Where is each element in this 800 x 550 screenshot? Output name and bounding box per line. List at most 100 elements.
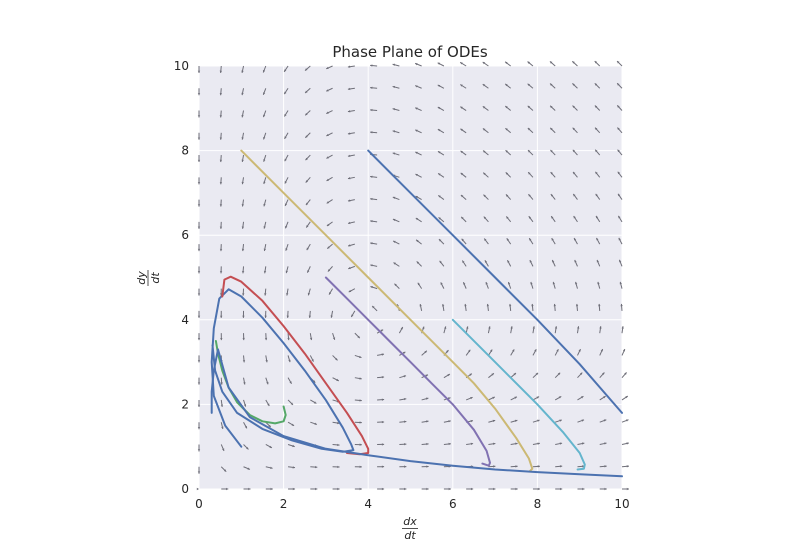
field-arrowhead [289, 381, 292, 384]
field-arrowhead [486, 303, 490, 307]
field-arrowhead [284, 69, 287, 72]
field-arrowhead [263, 270, 267, 274]
field-arrowhead [557, 372, 561, 376]
field-arrowhead [622, 349, 626, 352]
y-tick-label: 2 [181, 397, 189, 411]
field-arrowhead [505, 106, 508, 109]
field-arrowhead [512, 349, 515, 352]
field-arrowhead [284, 181, 287, 184]
field-arrowhead [482, 84, 486, 87]
field-arrowhead [315, 465, 318, 469]
field-arrowhead [219, 92, 223, 96]
field-arrowhead [359, 421, 362, 424]
field-arrowhead [513, 373, 516, 376]
field-arrowhead [370, 64, 373, 67]
field-arrowhead [483, 216, 487, 220]
field-arrowhead [242, 293, 245, 296]
field-arrowhead [505, 194, 509, 197]
field-arrowhead [416, 261, 420, 264]
field-arrowhead [483, 194, 486, 198]
x-axis-label-denominator: dt [404, 529, 416, 542]
field-arrowhead [604, 465, 607, 468]
field-arrowhead [370, 108, 373, 112]
field-arrowhead [393, 240, 396, 244]
field-arrowhead [617, 127, 620, 130]
field-arrowhead [529, 238, 532, 241]
field-arrowhead [424, 350, 427, 354]
field-arrowhead [602, 372, 605, 375]
field-arrowhead [483, 150, 486, 153]
field-arrowhead [393, 262, 396, 265]
field-arrowhead [527, 127, 531, 131]
field-arrowhead [415, 174, 418, 177]
field-arrowhead [337, 421, 340, 425]
field-arrowhead [263, 159, 266, 162]
y-tick-label: 10 [174, 59, 189, 73]
field-arrowhead [290, 402, 294, 405]
field-arrowhead [527, 150, 531, 153]
field-arrowhead [515, 442, 518, 445]
field-arrowhead [482, 128, 486, 131]
field-arrowhead [448, 442, 451, 446]
trajectory-line-1 [210, 288, 355, 453]
field-arrowhead [305, 202, 309, 206]
field-arrowhead [575, 281, 578, 285]
field-arrowhead [577, 326, 580, 329]
field-arrowhead [620, 303, 623, 307]
field-arrowhead [595, 127, 598, 131]
field-arrowhead [381, 420, 385, 424]
chart-title: Phase Plane of ODEs [332, 43, 488, 61]
field-arrowhead [347, 132, 351, 135]
field-arrowhead [438, 217, 441, 220]
field-arrowhead [197, 182, 201, 185]
field-arrowhead [197, 137, 201, 140]
field-arrowhead [550, 127, 553, 131]
field-arrowhead [263, 203, 266, 207]
field-arrowhead [370, 242, 373, 245]
field-arrowhead [404, 487, 407, 491]
field-arrowhead [220, 337, 223, 341]
field-arrowhead [460, 172, 464, 176]
field-arrowhead [505, 83, 508, 87]
y-axis-label-denominator: dt [149, 272, 162, 284]
field-arrowhead [305, 180, 309, 183]
field-arrowhead [626, 419, 629, 422]
field-arrowhead [448, 420, 451, 423]
field-arrowhead [595, 171, 598, 175]
field-arrowhead [264, 293, 267, 296]
field-arrowhead [243, 404, 247, 407]
field-arrowhead [219, 271, 223, 274]
field-arrowhead [550, 105, 553, 109]
field-arrowhead [493, 465, 496, 468]
field-arrowhead [305, 90, 308, 93]
field-arrowhead [426, 420, 429, 423]
field-arrowhead [263, 226, 266, 229]
field-arrowhead [506, 238, 509, 241]
field-arrowhead [493, 487, 496, 491]
field-arrowhead [197, 337, 201, 341]
field-arrowhead [197, 271, 201, 274]
field-arrowhead [574, 237, 577, 241]
field-arrowhead [359, 465, 362, 468]
field-arrowhead [466, 326, 469, 329]
field-arrowhead [581, 419, 585, 422]
field-arrowhead [332, 337, 336, 340]
x-tick-label: 4 [364, 497, 372, 511]
field-arrowhead [241, 137, 244, 140]
field-arrowhead [285, 225, 288, 229]
field-arrowhead [268, 424, 271, 428]
field-arrowhead [241, 226, 245, 229]
field-arrowhead [530, 281, 533, 285]
field-arrowhead [482, 62, 486, 65]
field-arrowhead [241, 271, 245, 274]
field-arrowhead [624, 372, 627, 375]
field-arrowhead [618, 237, 621, 241]
field-arrowhead [347, 87, 351, 91]
field-arrowhead [572, 127, 576, 131]
field-arrowhead [537, 419, 540, 422]
field-arrowhead [370, 175, 373, 178]
field-arrowhead [381, 443, 385, 446]
trajectory-line-8 [210, 348, 623, 478]
field-arrowhead [580, 396, 584, 399]
field-arrowhead [460, 84, 463, 87]
